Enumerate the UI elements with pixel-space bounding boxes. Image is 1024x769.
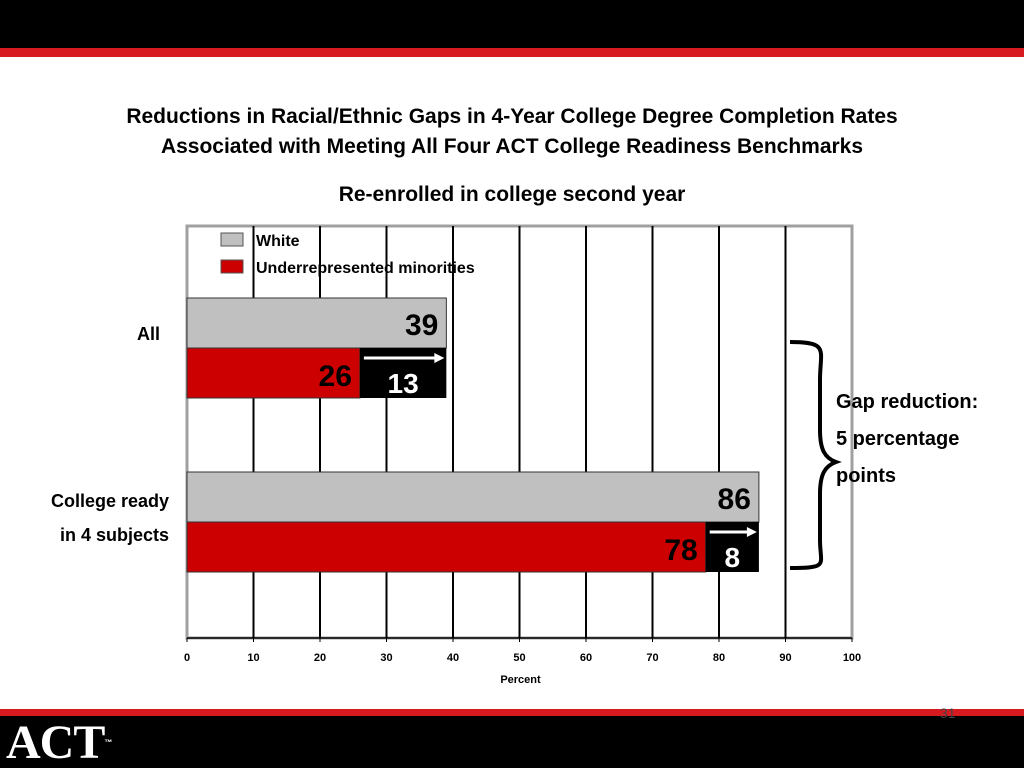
x-tick-label: 20 [314,652,326,664]
legend-swatch [220,259,244,274]
slide-title-line1: Reductions in Racial/Ethnic Gaps in 4-Ye… [126,105,898,128]
gap-arrow-head [746,527,757,537]
top-red-stripe [0,48,1024,57]
legend-swatch [220,232,244,247]
bar-value-minority: 26 [319,360,352,393]
category-label-college-ready: College ready in 4 subjects [50,491,169,545]
page-number: 31 [940,705,956,721]
bottom-red-stripe [0,709,1024,716]
x-tick-label: 90 [779,652,791,664]
bar-white [186,297,447,349]
category-label-all: All [136,324,160,344]
bar-value-white: 39 [405,309,438,342]
bottom-black-bar [0,716,1024,768]
bar-minority [186,347,361,399]
gap-value: 8 [725,542,741,573]
slide-title: Reductions in Racial/Ethnic Gaps in 4-Ye… [0,102,1024,162]
bar-white [186,471,760,523]
gap-value: 13 [388,368,419,399]
slide-title-line2: Associated with Meeting All Four ACT Col… [160,135,864,158]
x-tick-label: 40 [447,652,459,664]
x-tick-label: 30 [380,652,392,664]
gap-box [359,348,447,398]
gap-arrow-head [434,353,445,363]
x-tick-label: 60 [580,652,592,664]
bar-minority [186,521,707,573]
x-tick-label: 50 [513,652,525,664]
legend-label: White [256,233,300,250]
top-black-bar [0,0,1024,48]
x-axis-title: Percent [500,674,541,686]
act-logo: ACT™ [6,716,112,769]
curly-brace [789,340,842,570]
x-tick-label: 10 [247,652,259,664]
chart-subtitle: Re-enrolled in college second year [338,183,686,206]
bar-value-white: 86 [718,483,751,516]
legend-label: Underrepresented minorities [256,260,475,277]
x-tick-label: 80 [713,652,725,664]
gap-reduction-note: Gap reduction: 5 percentage points [836,391,979,487]
x-tick-label: 100 [843,652,861,664]
x-tick-label: 0 [184,652,190,664]
bar-value-minority: 78 [664,534,697,567]
x-tick-label: 70 [646,652,658,664]
